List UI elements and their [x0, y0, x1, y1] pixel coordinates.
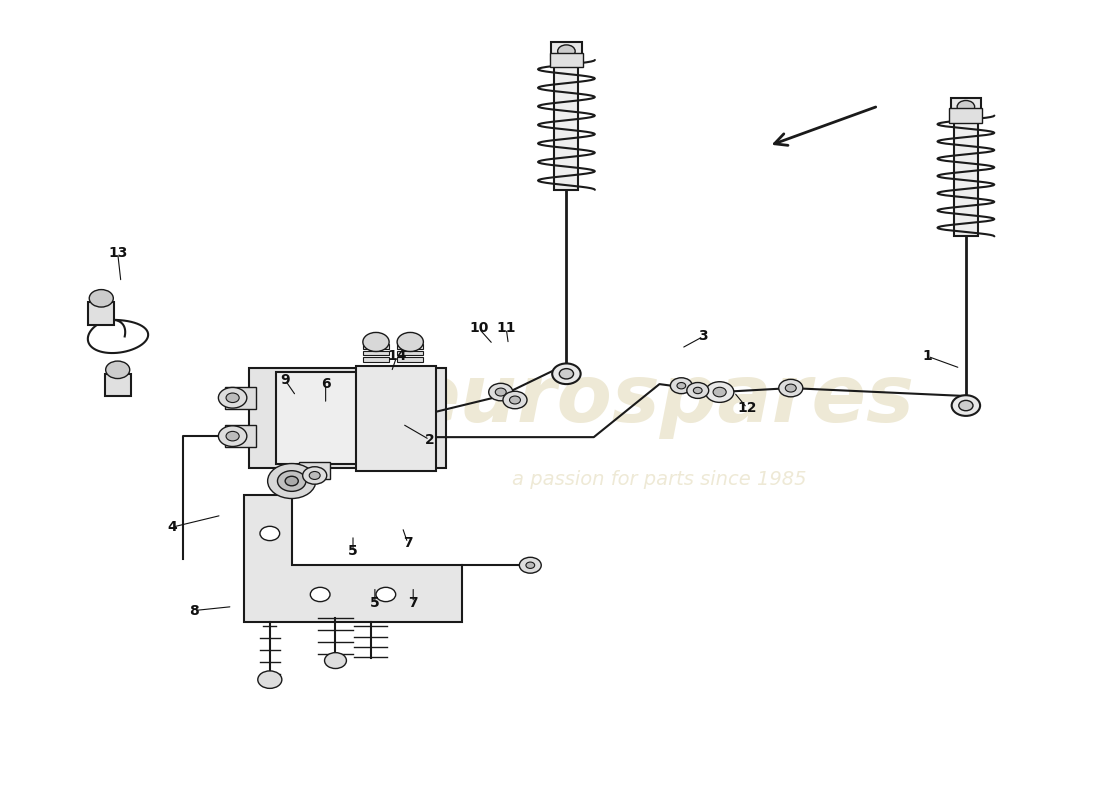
Circle shape [226, 431, 239, 441]
Circle shape [693, 387, 702, 394]
Circle shape [959, 400, 974, 410]
Circle shape [552, 363, 581, 384]
Text: 2: 2 [425, 433, 435, 446]
Text: 5: 5 [370, 595, 379, 610]
Circle shape [686, 382, 708, 398]
Circle shape [952, 395, 980, 416]
Text: 5: 5 [348, 544, 358, 558]
Circle shape [285, 476, 298, 486]
Circle shape [310, 587, 330, 602]
Text: 12: 12 [737, 401, 757, 415]
Circle shape [495, 388, 506, 396]
Circle shape [277, 470, 306, 491]
Text: a passion for parts since 1985: a passion for parts since 1985 [513, 470, 806, 489]
Text: eurospares: eurospares [405, 361, 914, 439]
Bar [950, 98, 981, 115]
Bar [356, 366, 436, 471]
Circle shape [503, 391, 527, 409]
Circle shape [488, 383, 513, 401]
Circle shape [376, 587, 396, 602]
Circle shape [219, 426, 246, 446]
Circle shape [713, 387, 726, 397]
Bar [397, 344, 424, 349]
Circle shape [779, 379, 803, 397]
Bar [397, 350, 424, 355]
Bar [550, 53, 583, 67]
Bar [554, 60, 579, 190]
Text: 14: 14 [387, 350, 407, 363]
Bar [954, 115, 978, 236]
Circle shape [559, 369, 573, 379]
Bar [104, 374, 131, 396]
Bar [363, 350, 389, 355]
Circle shape [670, 378, 692, 394]
Text: 4: 4 [167, 520, 177, 534]
Circle shape [558, 45, 575, 58]
Bar [363, 344, 389, 349]
Text: 10: 10 [470, 322, 488, 335]
Bar [363, 357, 389, 362]
Text: 7: 7 [403, 536, 412, 550]
Circle shape [526, 562, 535, 569]
Text: 11: 11 [496, 322, 516, 335]
Circle shape [89, 290, 113, 307]
Circle shape [226, 393, 239, 402]
Circle shape [260, 526, 279, 541]
Text: 9: 9 [280, 373, 290, 387]
Text: 13: 13 [108, 246, 128, 260]
Circle shape [785, 384, 796, 392]
Circle shape [302, 466, 327, 484]
Circle shape [324, 653, 346, 669]
Text: 3: 3 [698, 330, 708, 343]
Circle shape [519, 558, 541, 573]
Circle shape [676, 382, 685, 389]
Circle shape [267, 463, 316, 498]
Text: 6: 6 [321, 377, 330, 391]
Circle shape [363, 333, 389, 351]
Text: 8: 8 [189, 603, 199, 618]
Circle shape [957, 101, 975, 114]
Bar [551, 42, 582, 60]
Bar [224, 386, 255, 409]
Bar [397, 357, 424, 362]
Bar [88, 302, 114, 325]
Bar [224, 425, 255, 447]
Bar [299, 462, 330, 479]
Circle shape [219, 387, 246, 408]
Bar [949, 109, 982, 122]
Text: 7: 7 [408, 595, 418, 610]
Circle shape [509, 396, 520, 404]
Polygon shape [243, 495, 462, 622]
Circle shape [705, 382, 734, 402]
Bar [249, 368, 446, 467]
Text: 1: 1 [923, 350, 933, 363]
Circle shape [257, 671, 282, 688]
Circle shape [397, 333, 424, 351]
Bar [276, 372, 361, 463]
Circle shape [106, 361, 130, 378]
Circle shape [309, 471, 320, 479]
